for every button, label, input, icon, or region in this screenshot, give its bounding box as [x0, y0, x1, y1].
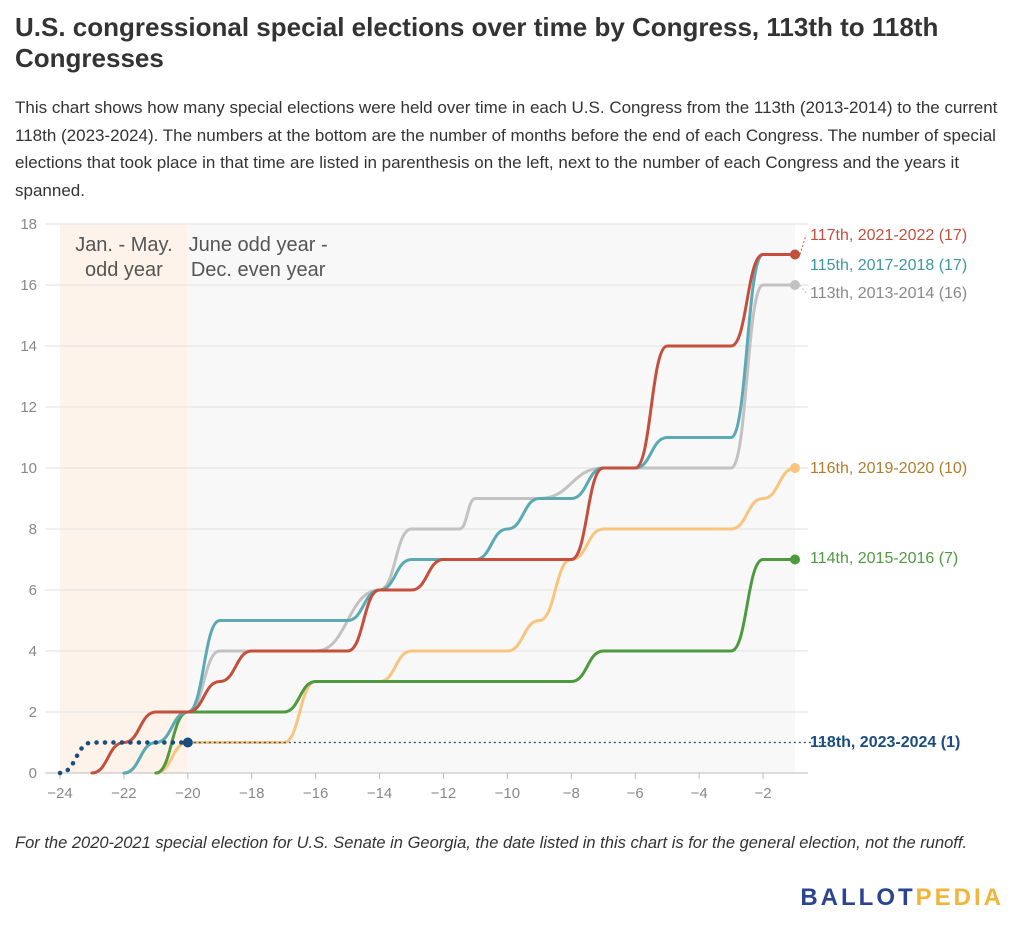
label-leader-4 — [799, 234, 807, 255]
chart-title: U.S. congressional special elections ove… — [15, 12, 939, 73]
band-label-line: Dec. even year — [191, 259, 326, 281]
series-end-point-3 — [790, 463, 800, 473]
band-label-0: Jan. - May. odd year — [75, 234, 172, 281]
band-0 — [60, 224, 188, 773]
band-label-line: odd year — [85, 259, 163, 281]
chart-subtitle: This chart shows how many special electi… — [15, 98, 998, 200]
series-line-4 — [90, 253, 797, 775]
x-tick-label: −18 — [239, 785, 264, 802]
series-label-1: 114th, 2015-2016 (7) — [810, 550, 958, 567]
x-tick-label: −2 — [754, 785, 771, 802]
x-tick-label: −10 — [495, 785, 520, 802]
series-end-point-4 — [790, 249, 800, 260]
y-tick-label: 6 — [29, 582, 37, 599]
footnote: For the 2020-2021 special election for U… — [15, 834, 968, 852]
series-line-0 — [122, 283, 797, 775]
x-tick-label: −4 — [691, 785, 708, 802]
series-end-point-5 — [182, 737, 193, 748]
y-tick-label: 0 — [29, 765, 37, 782]
series-label-5: 118th, 2023-2024 (1) — [810, 734, 960, 751]
line-chart: Jan. - May. odd year June odd year - Dec. e… — [20, 216, 967, 802]
series-line-1 — [154, 558, 797, 775]
x-tick-label: −22 — [111, 785, 136, 802]
series-label-3: 116th, 2019-2020 (10) — [810, 460, 967, 477]
y-tick-label: 12 — [20, 399, 37, 416]
label-leader-0 — [799, 284, 807, 294]
y-tick-label: 2 — [29, 704, 37, 721]
series-line-3 — [154, 466, 797, 775]
band-label-line: June odd year - — [189, 234, 328, 256]
series-end-point-0 — [790, 280, 800, 290]
logo-part-2: PEDIA — [915, 884, 1004, 911]
series-line-2 — [122, 253, 797, 775]
band-label-1: June odd year - Dec. even year — [189, 234, 328, 281]
logo-part-1: BALLOT — [800, 884, 916, 911]
series-label-4: 117th, 2021-2022 (17) — [810, 227, 967, 244]
series-label-2: 115th, 2017-2018 (17) — [810, 257, 967, 274]
series-label-0: 113th, 2013-2014 (16) — [810, 285, 967, 302]
x-tick-label: −14 — [367, 785, 392, 802]
x-tick-label: −8 — [563, 785, 580, 802]
y-tick-label: 16 — [20, 277, 37, 294]
series-line-5 — [57, 740, 191, 776]
x-tick-label: −20 — [175, 785, 200, 802]
x-tick-label: −24 — [47, 785, 72, 802]
y-tick-label: 10 — [20, 460, 37, 477]
ballotpedia-logo[interactable]: BALLOTPEDIA — [800, 884, 1004, 912]
x-tick-label: −16 — [303, 785, 328, 802]
series-end-point-1 — [790, 554, 800, 565]
x-tick-label: −6 — [627, 785, 644, 802]
y-tick-label: 18 — [20, 216, 37, 233]
y-tick-label: 14 — [20, 338, 37, 355]
x-tick-label: −12 — [431, 785, 456, 802]
band-label-line: Jan. - May. — [75, 234, 172, 256]
y-tick-label: 8 — [29, 521, 37, 538]
y-tick-label: 4 — [29, 643, 37, 660]
